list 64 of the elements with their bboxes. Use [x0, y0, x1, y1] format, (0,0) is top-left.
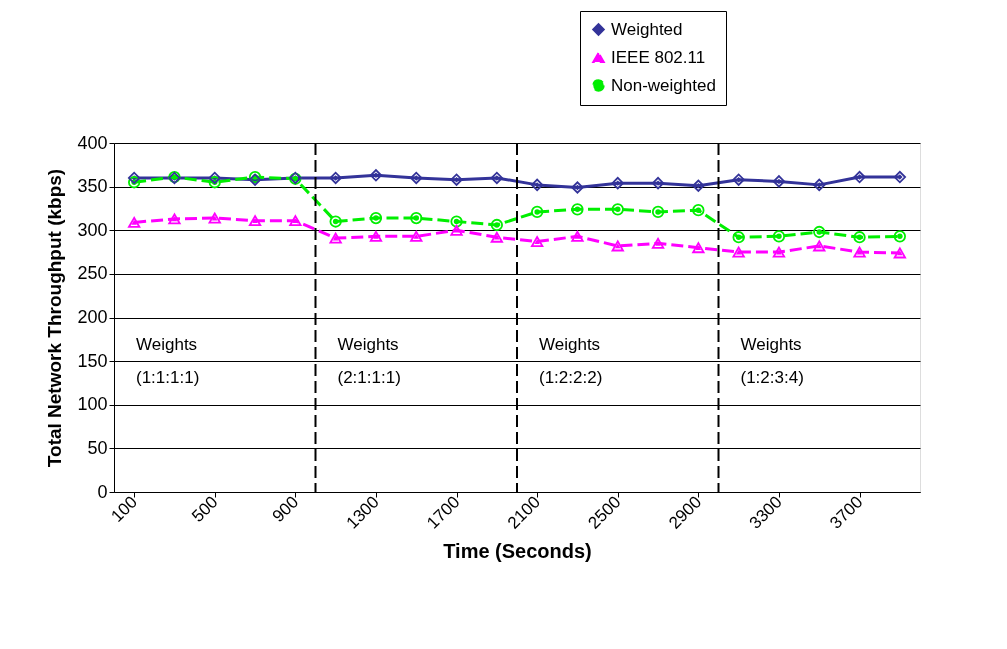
point — [732, 231, 745, 244]
y-tick-label: 300 — [77, 219, 108, 240]
point — [248, 215, 262, 227]
point — [410, 211, 423, 225]
point — [611, 176, 624, 190]
point — [490, 231, 503, 243]
point — [369, 230, 383, 242]
point — [490, 171, 503, 185]
point — [410, 230, 423, 242]
point — [611, 240, 624, 252]
annotation: (1:2:2:2) — [539, 368, 603, 387]
y-axis-title: Total Network Throughput (kbps) — [44, 168, 66, 468]
point — [813, 178, 826, 192]
point — [208, 212, 221, 224]
point — [531, 205, 544, 219]
point — [692, 179, 705, 192]
point — [651, 205, 665, 219]
y-tick-label: 400 — [77, 132, 108, 153]
point — [813, 225, 826, 239]
point — [571, 230, 584, 242]
point — [369, 211, 383, 225]
point — [289, 215, 302, 227]
annotation: (1:1:1:1) — [136, 368, 200, 387]
annotation: Weights — [337, 335, 399, 354]
annotation: Weights — [539, 335, 601, 354]
point — [329, 171, 342, 185]
point — [611, 203, 624, 216]
point — [692, 204, 705, 217]
point — [772, 230, 786, 243]
point — [772, 246, 786, 258]
y-tick-label: 50 — [87, 437, 108, 458]
y-tick-label: 150 — [77, 350, 108, 371]
x-axis-title: Time (Seconds) — [443, 539, 592, 562]
point — [813, 240, 826, 252]
legend-label: IEEE 802.11 — [611, 47, 706, 67]
point — [208, 176, 221, 189]
point — [128, 176, 141, 189]
legend-label: Weighted — [611, 19, 683, 39]
point — [128, 216, 141, 228]
y-tick-label: 200 — [77, 307, 108, 327]
x-tick-label: 500 — [188, 492, 222, 526]
annotation: Weights — [740, 335, 802, 354]
legend-label: Non-weighted — [611, 75, 716, 95]
annotation: Weights — [136, 335, 198, 354]
point — [893, 170, 906, 184]
y-tick-label: 0 — [97, 481, 108, 502]
annotation: (1:2:3:4) — [740, 368, 804, 387]
point — [531, 236, 544, 248]
point — [369, 169, 383, 182]
point — [853, 170, 866, 184]
point — [410, 171, 423, 185]
point — [490, 218, 503, 232]
point — [893, 230, 906, 243]
point — [651, 237, 665, 249]
y-tick-label: 100 — [77, 394, 108, 415]
point — [893, 247, 906, 259]
point — [651, 176, 665, 190]
annotation: (2:1:1:1) — [337, 368, 401, 387]
y-tick-label: 350 — [77, 176, 108, 197]
point — [531, 178, 544, 192]
y-tick-label: 250 — [77, 263, 108, 284]
point — [853, 231, 866, 244]
point — [772, 175, 786, 188]
x-tick-label: 900 — [268, 492, 303, 526]
